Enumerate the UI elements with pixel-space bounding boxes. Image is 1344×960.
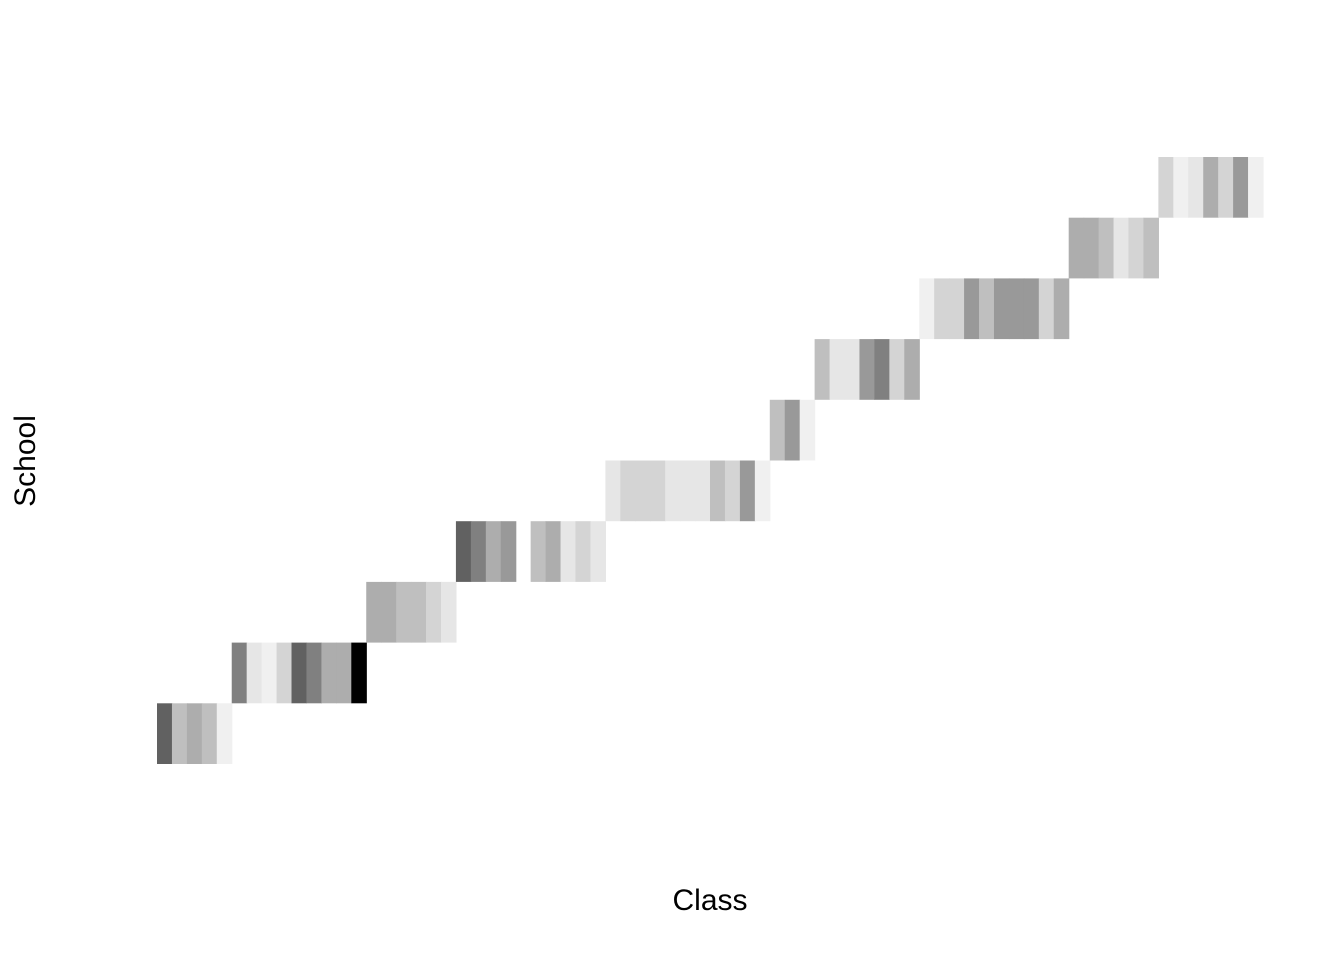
heatmap-cell bbox=[784, 399, 801, 461]
heatmap-cell bbox=[171, 703, 188, 764]
heatmap-cell bbox=[246, 642, 263, 704]
heatmap-cell bbox=[231, 642, 248, 704]
heatmap-cell bbox=[769, 399, 786, 461]
heatmap-cell bbox=[186, 703, 203, 764]
heatmap-cell bbox=[276, 642, 293, 704]
heatmap-cell bbox=[485, 521, 502, 582]
heatmap-cell bbox=[1083, 217, 1100, 279]
heatmap-cell bbox=[949, 278, 965, 340]
heatmap-cell bbox=[396, 581, 412, 643]
heatmap-cell bbox=[366, 581, 382, 643]
heatmap-cell bbox=[530, 521, 547, 582]
heatmap-cell bbox=[650, 460, 666, 522]
heatmap-cell bbox=[1068, 217, 1085, 279]
heatmap-cell bbox=[351, 642, 367, 704]
heatmap-cell bbox=[575, 521, 592, 582]
heatmap-cell bbox=[620, 460, 636, 522]
heatmap-cell bbox=[321, 642, 337, 704]
heatmap-cell bbox=[560, 521, 577, 582]
heatmap-cell bbox=[904, 339, 920, 400]
heatmap-cell bbox=[1128, 217, 1145, 279]
heatmap-cell bbox=[844, 339, 861, 400]
heatmap-cell bbox=[306, 642, 323, 704]
heatmap-cell bbox=[754, 460, 771, 522]
heatmap-cell bbox=[590, 521, 606, 582]
heatmap-cell bbox=[1023, 278, 1040, 340]
heatmap-cell bbox=[889, 339, 905, 400]
heatmap-cell bbox=[874, 339, 890, 400]
heatmap-cell bbox=[157, 703, 173, 764]
heatmap-cell bbox=[934, 278, 950, 340]
heatmap-cell bbox=[1008, 278, 1025, 340]
heatmap-cell bbox=[455, 521, 472, 582]
heatmap-cell bbox=[695, 460, 711, 522]
heatmap-cell bbox=[1173, 157, 1189, 218]
heatmap-cell bbox=[1143, 217, 1159, 279]
heatmap-cell bbox=[1188, 157, 1204, 218]
heatmap-cell bbox=[1053, 278, 1070, 340]
heatmap-cell bbox=[829, 339, 846, 400]
heatmap-cell bbox=[216, 703, 233, 764]
heatmap-cell bbox=[859, 339, 876, 400]
heatmap-cell bbox=[635, 460, 651, 522]
heatmap-cell bbox=[993, 278, 1010, 340]
heatmap-cell bbox=[1203, 157, 1219, 218]
heatmap-cell bbox=[739, 460, 756, 522]
heatmap-cell bbox=[1218, 157, 1234, 218]
heatmap-cell bbox=[814, 339, 831, 400]
y-axis-label: School bbox=[9, 415, 42, 507]
heatmap-cell bbox=[710, 460, 726, 522]
heatmap-cell bbox=[411, 581, 427, 643]
heatmap-cell bbox=[545, 521, 562, 582]
heatmap-cell bbox=[979, 278, 995, 340]
heatmap-cell bbox=[426, 581, 442, 643]
heatmap-cell bbox=[500, 521, 517, 582]
heatmap-cell bbox=[919, 278, 935, 340]
heatmap-cell bbox=[1113, 217, 1130, 279]
heatmap-cell bbox=[605, 460, 621, 522]
heatmap-cell bbox=[665, 460, 681, 522]
heatmap-cell bbox=[470, 521, 487, 582]
heatmap-cell bbox=[1248, 157, 1264, 218]
heatmap-cells bbox=[157, 157, 1264, 764]
heatmap-cell bbox=[381, 581, 397, 643]
heatmap-cell bbox=[440, 581, 457, 643]
x-axis-label: Class bbox=[672, 884, 747, 917]
heatmap-cell bbox=[724, 460, 741, 522]
heatmap-cell bbox=[1158, 157, 1174, 218]
heatmap-cell bbox=[1233, 157, 1249, 218]
heatmap-cell bbox=[1098, 217, 1115, 279]
heatmap-cell bbox=[1038, 278, 1055, 340]
heatmap-cell bbox=[261, 642, 278, 704]
heatmap-cell bbox=[799, 399, 816, 461]
heatmap-cell bbox=[201, 703, 218, 764]
heatmap-cell bbox=[680, 460, 696, 522]
heatmap-cell bbox=[336, 642, 352, 704]
heatmap-cell bbox=[291, 642, 308, 704]
heatmap-cell bbox=[964, 278, 980, 340]
